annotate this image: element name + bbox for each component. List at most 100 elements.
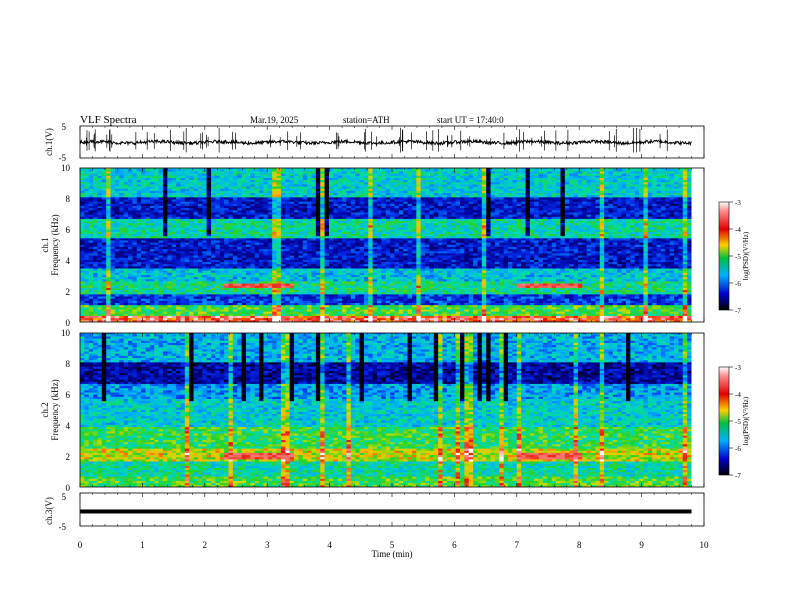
- spectrogram-cell: [372, 168, 378, 170]
- spectrogram-cell: [259, 218, 264, 222]
- spectrogram-cell: [298, 175, 304, 178]
- spectrogram-cell: [289, 244, 295, 247]
- spectrogram-cell: [202, 306, 208, 310]
- spectrogram-cell: [84, 184, 90, 187]
- spectrogram-cell: [219, 222, 225, 226]
- spectrogram-cell: [368, 212, 374, 215]
- spectrogram-cell: [202, 281, 208, 284]
- spectrogram-cell: [298, 184, 304, 187]
- spectrogram-cell: [280, 274, 286, 278]
- spectrogram-cell: [263, 268, 269, 271]
- spectrogram-cell: [80, 181, 85, 185]
- spectrogram-cell: [106, 224, 111, 228]
- spectrogram-cell: [245, 246, 251, 250]
- spectrogram-cell: [215, 179, 221, 183]
- spectrogram-cell: [350, 235, 356, 239]
- spectrogram-cell: [285, 237, 291, 241]
- spectrogram-cell: [136, 220, 142, 224]
- spectrogram-cell: [158, 181, 164, 185]
- spectrogram-cell: [232, 201, 238, 204]
- spectrogram-cell: [171, 173, 177, 176]
- spectrogram-cell: [355, 317, 360, 321]
- spectrogram-cell: [106, 222, 111, 226]
- spectrogram-cell: [237, 283, 243, 286]
- spectrogram-cell: [106, 201, 111, 204]
- spectrogram-cell: [355, 259, 360, 263]
- spectrogram-cell: [84, 240, 90, 243]
- spectrogram-cell: [180, 289, 186, 293]
- spectrogram-cell: [101, 205, 107, 209]
- spectrogram-cell: [228, 283, 234, 286]
- spectrogram-cell: [123, 199, 129, 202]
- spectrogram-cell: [211, 278, 216, 282]
- spectrogram-cell: [141, 313, 146, 316]
- spectrogram-cell: [272, 168, 277, 170]
- spectrogram-cell: [136, 244, 142, 247]
- spectrogram-cell: [372, 255, 378, 258]
- spectrogram-cell: [119, 233, 125, 237]
- spectrogram-cell: [84, 231, 90, 235]
- spectrogram-cell: [171, 214, 177, 217]
- spectrogram-cell: [320, 222, 326, 226]
- spectrogram-cell: [302, 306, 308, 310]
- spectrogram-cell: [215, 175, 221, 178]
- spectrogram-cell: [363, 259, 369, 263]
- spectrogram-cell: [324, 287, 330, 291]
- spectrogram-cell: [333, 261, 339, 265]
- spectrogram-cell: [206, 265, 212, 269]
- spectrogram-cell: [363, 253, 369, 256]
- spectrogram-cell: [101, 257, 107, 260]
- spectrogram-cell: [145, 311, 151, 314]
- spectrogram-cell: [184, 212, 190, 215]
- spectrogram-cell: [315, 300, 321, 303]
- spectrogram-cell: [263, 209, 269, 213]
- spectrogram-cell: [363, 237, 369, 241]
- spectrogram-cell: [202, 250, 208, 254]
- spectrogram-cell: [311, 248, 317, 252]
- spectrogram-cell: [101, 212, 107, 215]
- spectrogram-cell: [84, 201, 90, 204]
- spectrogram-cell: [228, 235, 234, 239]
- spectrogram-cell: [123, 257, 129, 260]
- spectrogram-cell: [193, 168, 199, 172]
- spectrogram-cell: [101, 201, 107, 204]
- spectrogram-cell: [302, 173, 308, 176]
- spectrogram-cell: [224, 203, 229, 206]
- spectrogram-cell: [368, 276, 374, 280]
- spectrogram-cell: [197, 192, 203, 196]
- spectrogram-cell: [84, 218, 90, 222]
- spectrogram-cell: [241, 293, 247, 297]
- spectrogram-cell: [363, 181, 369, 185]
- spectrogram-cell: [145, 309, 151, 312]
- spectrogram-cell: [372, 293, 378, 297]
- spectrogram-cell: [363, 281, 369, 284]
- spectrogram-cell: [333, 309, 339, 312]
- spectrogram-cell: [372, 171, 378, 174]
- spectrogram-cell: [119, 257, 125, 260]
- spectrogram-cell: [189, 315, 194, 319]
- spectrogram-cell: [101, 274, 107, 278]
- spectrogram-cell: [101, 179, 107, 183]
- spectrogram-cell: [368, 177, 374, 181]
- spectrogram-cell: [372, 276, 378, 280]
- spectrogram-cell: [342, 311, 347, 314]
- spectrogram-cell: [88, 259, 94, 263]
- spectrogram-cell: [237, 272, 243, 275]
- spectrogram-cell: [119, 289, 125, 293]
- spectrogram-cell: [298, 246, 304, 250]
- spectrogram-cell: [80, 227, 85, 230]
- spectrogram-cell: [202, 304, 208, 308]
- spectrogram-cell: [337, 268, 343, 271]
- spectrogram-cell: [272, 233, 277, 237]
- spectrogram-cell: [302, 220, 308, 224]
- spectrogram-cell: [180, 265, 186, 269]
- spectrogram-cell: [259, 289, 264, 293]
- spectrogram-cell: [232, 179, 238, 183]
- spectrogram-cell: [141, 177, 146, 181]
- spectrogram-cell: [219, 177, 225, 181]
- spectrogram-cell: [106, 173, 111, 176]
- spectrogram-cell: [368, 255, 374, 258]
- spectrogram-cell: [193, 229, 199, 232]
- spectrogram-cell: [224, 274, 229, 278]
- spectrogram-cell: [171, 194, 177, 198]
